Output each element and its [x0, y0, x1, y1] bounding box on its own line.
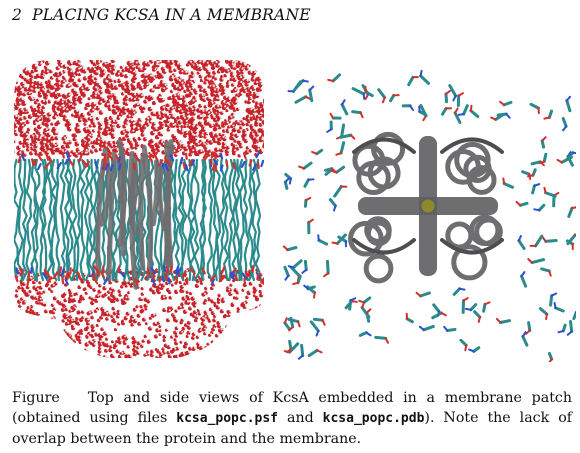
running-header: 2 PLACING KCSA IN A MEMBRANE	[12, 6, 311, 24]
figure-svg	[14, 60, 576, 362]
page-number: 2	[12, 6, 23, 24]
top-view-panel	[282, 70, 576, 362]
caption-text-2: and	[278, 410, 323, 426]
figure-image	[0, 58, 580, 368]
lipid-molecules-top	[282, 70, 576, 362]
caption-label: Figure	[12, 390, 60, 406]
lipid-heads	[14, 151, 264, 286]
figure-caption: Figure Top and side views of KcsA embedde…	[12, 388, 572, 449]
section-title: PLACING KCSA IN A MEMBRANE	[32, 6, 311, 24]
protein-side	[95, 139, 175, 290]
side-view-panel	[14, 60, 264, 358]
caption-text-3: ). Note the lack of overlap between the …	[12, 410, 572, 447]
caption-file-pdb: kcsa_popc.pdb	[322, 411, 425, 426]
caption-file-psf: kcsa_popc.psf	[176, 411, 279, 426]
protein-top	[348, 131, 504, 284]
caption-text-1: Top and side views of KcsA embedded in a…	[12, 390, 572, 426]
